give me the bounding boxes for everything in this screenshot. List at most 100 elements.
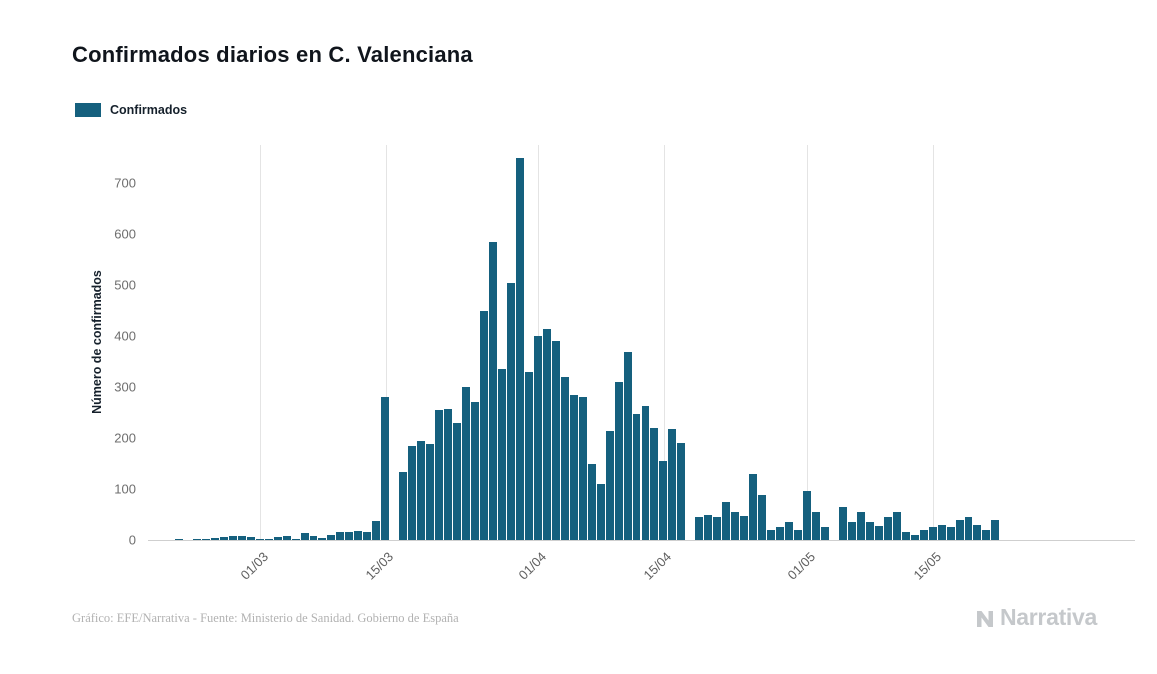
y-axis-tick-label: 600 <box>114 226 136 242</box>
bar-20-05 <box>973 524 982 540</box>
bar-11-04 <box>623 352 632 540</box>
bar-06-04 <box>578 397 587 540</box>
bar-21-03 <box>435 410 444 540</box>
bar-28-02 <box>237 536 246 540</box>
bar-01-05 <box>803 490 811 540</box>
bar-19-03 <box>417 440 426 540</box>
bar-24-04 <box>740 515 749 540</box>
gridline <box>385 145 387 540</box>
bar-26-02 <box>219 537 228 540</box>
gridline <box>663 145 665 540</box>
bar-12-04 <box>632 413 641 540</box>
y-axis-tick-label: 300 <box>114 379 136 395</box>
bar-03-04 <box>551 341 560 540</box>
bar-04-03 <box>282 535 291 540</box>
bar-12-05 <box>901 532 910 540</box>
bar-20-03 <box>426 444 435 540</box>
bar-30-03 <box>515 157 524 540</box>
bar-21-02 <box>174 539 183 540</box>
bar-11-05 <box>892 511 901 540</box>
bar-02-05 <box>811 511 820 540</box>
bar-23-03 <box>453 422 462 540</box>
y-axis-tick-label: 400 <box>114 328 136 344</box>
bar-31-03 <box>524 371 533 540</box>
bar-23-02 <box>192 539 201 540</box>
y-axis-tick-label: 500 <box>114 277 136 293</box>
bar-04-04 <box>560 376 569 540</box>
bar-05-03 <box>291 538 300 540</box>
bar-29-02 <box>246 536 255 540</box>
bar-09-03 <box>327 534 336 540</box>
bar-29-03 <box>506 282 515 540</box>
y-axis-tick-label: 100 <box>114 481 136 497</box>
bar-26-03 <box>479 310 488 540</box>
bar-10-03 <box>336 532 345 540</box>
bar-26-04 <box>758 495 767 540</box>
bar-05-04 <box>569 394 578 540</box>
gridline <box>933 145 935 540</box>
bar-15-05 <box>928 527 937 540</box>
bar-02-03 <box>264 539 273 540</box>
source-credit: Gráfico: EFE/Narrativa - Fuente: Ministe… <box>72 611 459 625</box>
bar-03-05 <box>820 527 829 540</box>
narrativa-logo-icon <box>973 606 997 630</box>
bar-14-04 <box>650 427 659 540</box>
bar-16-05 <box>937 524 946 540</box>
bar-01-04 <box>533 336 542 540</box>
bar-07-05 <box>856 511 865 540</box>
bar-02-04 <box>542 328 551 540</box>
bar-27-03 <box>488 241 497 540</box>
bar-22-04 <box>722 501 731 540</box>
x-axis-tick-label: 01/03 <box>237 549 271 583</box>
bar-13-04 <box>641 405 650 540</box>
bar-28-03 <box>497 369 506 540</box>
bar-07-03 <box>309 535 318 540</box>
bar-08-04 <box>596 483 605 540</box>
bar-17-03 <box>399 472 408 540</box>
x-axis-tick-label: 01/05 <box>784 549 819 583</box>
bar-08-03 <box>318 538 327 540</box>
bar-15-03 <box>381 397 390 540</box>
bar-05-05 <box>838 506 847 540</box>
x-axis-tick-label: 15/03 <box>362 549 397 583</box>
bar-09-05 <box>874 525 883 540</box>
bar-09-04 <box>605 431 614 540</box>
bar-21-04 <box>713 517 722 540</box>
x-axis-tick-label: 01/04 <box>515 549 549 583</box>
bar-06-05 <box>847 522 856 540</box>
bar-13-03 <box>363 532 372 540</box>
narrativa-brand: Narrativa <box>973 604 1097 631</box>
bar-29-04 <box>785 522 794 540</box>
bar-27-02 <box>228 535 237 540</box>
bar-20-04 <box>704 514 713 540</box>
bar-21-05 <box>982 529 991 540</box>
bar-14-05 <box>919 529 928 540</box>
y-axis-tick-label: 700 <box>114 175 136 191</box>
bar-25-04 <box>749 473 758 540</box>
bar-18-05 <box>955 519 964 540</box>
bar-19-05 <box>964 517 973 540</box>
bar-11-03 <box>345 531 354 540</box>
brand-name: Narrativa <box>999 604 1097 630</box>
bar-25-03 <box>471 402 479 540</box>
x-axis-tick-label: 15/05 <box>910 549 944 583</box>
bar-15-04 <box>659 461 668 540</box>
bar-22-03 <box>444 408 453 540</box>
bar-06-03 <box>300 533 309 540</box>
y-axis-title: Número de confirmados <box>90 270 104 414</box>
bar-16-04 <box>668 428 677 540</box>
bar-28-04 <box>776 527 785 540</box>
bar-22-05 <box>991 519 1000 540</box>
bar-24-02 <box>201 538 210 540</box>
bar-27-04 <box>767 529 776 540</box>
legend-swatch-confirmados <box>75 103 101 117</box>
x-axis-tick-label: 15/04 <box>640 549 675 583</box>
bar-13-05 <box>910 534 919 540</box>
bar-01-03 <box>255 538 264 540</box>
bar-07-04 <box>587 463 596 540</box>
bar-24-03 <box>462 387 470 540</box>
bar-30-04 <box>794 529 802 540</box>
bar-17-04 <box>677 443 686 540</box>
plot-area: 0 100 200 300 400 500 600 700 01/03 15/03 01/04 15… <box>114 145 1135 583</box>
